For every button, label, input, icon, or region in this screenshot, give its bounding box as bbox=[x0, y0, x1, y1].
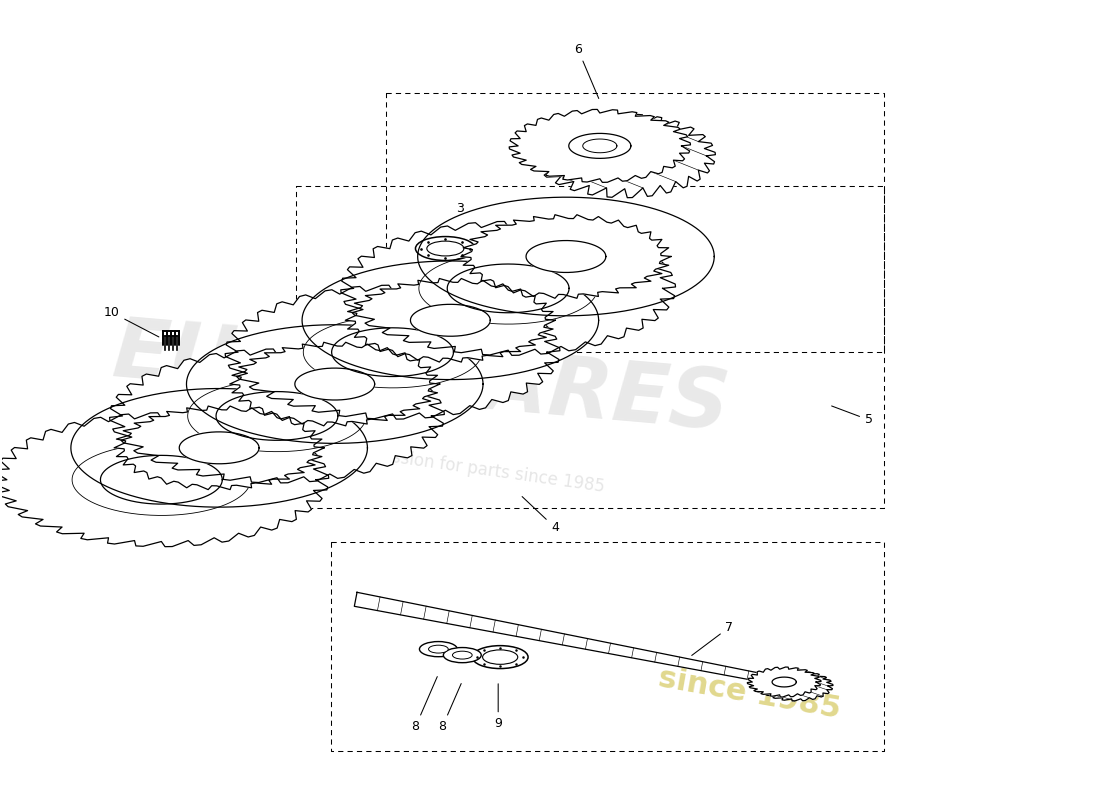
Text: 5: 5 bbox=[832, 406, 873, 426]
Polygon shape bbox=[70, 389, 367, 507]
Ellipse shape bbox=[419, 642, 458, 657]
Polygon shape bbox=[216, 391, 338, 440]
Text: 3: 3 bbox=[456, 202, 498, 239]
Text: 7: 7 bbox=[692, 621, 734, 655]
Polygon shape bbox=[295, 368, 375, 400]
Text: 6: 6 bbox=[574, 42, 598, 98]
Text: 4: 4 bbox=[522, 497, 559, 534]
Polygon shape bbox=[354, 592, 795, 688]
Ellipse shape bbox=[472, 646, 528, 669]
Text: 9: 9 bbox=[431, 268, 444, 295]
Polygon shape bbox=[345, 278, 556, 362]
Ellipse shape bbox=[443, 647, 481, 662]
Polygon shape bbox=[772, 677, 796, 687]
Polygon shape bbox=[100, 455, 222, 504]
Polygon shape bbox=[410, 304, 491, 336]
Polygon shape bbox=[331, 328, 453, 377]
Polygon shape bbox=[226, 286, 560, 419]
Text: a passion for parts since 1985: a passion for parts since 1985 bbox=[355, 443, 606, 496]
Ellipse shape bbox=[452, 651, 472, 659]
Text: 8: 8 bbox=[411, 677, 438, 734]
Polygon shape bbox=[569, 134, 631, 158]
Text: 1: 1 bbox=[122, 476, 164, 501]
Ellipse shape bbox=[427, 241, 464, 256]
Polygon shape bbox=[461, 214, 671, 298]
Polygon shape bbox=[448, 264, 569, 313]
Polygon shape bbox=[0, 413, 329, 546]
Text: since 1985: since 1985 bbox=[656, 664, 843, 724]
Ellipse shape bbox=[416, 237, 475, 261]
Polygon shape bbox=[418, 197, 714, 316]
Polygon shape bbox=[179, 432, 260, 464]
Polygon shape bbox=[302, 261, 598, 379]
Polygon shape bbox=[526, 241, 606, 273]
Polygon shape bbox=[187, 325, 483, 443]
Polygon shape bbox=[509, 110, 691, 182]
Ellipse shape bbox=[429, 645, 448, 653]
Text: 2: 2 bbox=[212, 513, 264, 541]
Polygon shape bbox=[759, 671, 833, 701]
Polygon shape bbox=[110, 349, 444, 483]
Polygon shape bbox=[341, 222, 675, 355]
Text: 10: 10 bbox=[103, 306, 158, 337]
Polygon shape bbox=[114, 406, 324, 490]
Text: EUROSPARES: EUROSPARES bbox=[109, 313, 733, 447]
Polygon shape bbox=[230, 342, 440, 426]
Text: 8: 8 bbox=[439, 683, 461, 734]
Text: 9: 9 bbox=[494, 684, 502, 730]
Polygon shape bbox=[747, 667, 821, 697]
Ellipse shape bbox=[483, 650, 518, 664]
Polygon shape bbox=[535, 114, 715, 198]
